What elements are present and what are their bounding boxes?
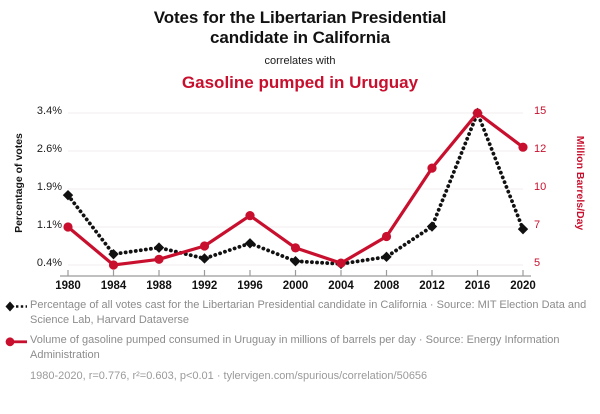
legend-label-votes: Percentage of all votes cast for the Lib… <box>28 298 600 327</box>
y-axis-left-tick: 2.6% <box>36 143 62 155</box>
legend-votes-line1: Percentage of all votes cast for the Lib… <box>30 299 378 311</box>
series-data-point <box>108 260 119 270</box>
legend-gasoline-line2: · Source: Energy Information Administrat… <box>30 334 560 361</box>
x-axis-tick-label: 2004 <box>328 280 354 292</box>
title-connector: correlates with <box>264 55 336 67</box>
page-subtitle-red: Gasoline pumped in Uruguay <box>181 73 419 92</box>
series-data-point <box>199 241 210 251</box>
series-data-point <box>63 222 73 232</box>
series-data-point <box>290 243 301 253</box>
chart-legend: Percentage of all votes cast for the Lib… <box>0 298 600 382</box>
series-data-point <box>245 211 255 221</box>
legend-item-gasoline: Volume of gasoline pumped consumed in Ur… <box>0 333 600 362</box>
x-axis-tick-label: 1980 <box>55 280 81 292</box>
title-line-1: Votes for the Libertarian Presidential <box>153 8 447 27</box>
red-circle-solid-icon <box>4 335 28 349</box>
x-axis-tick-label: 1984 <box>100 280 127 292</box>
series-data-point <box>199 253 210 264</box>
y-axis-right-tick: 5 <box>534 257 541 269</box>
y-axis-left-tick: 0.4% <box>36 257 62 269</box>
x-axis-tick-label: 2012 <box>419 280 445 292</box>
series-data-point <box>381 251 392 263</box>
series-data-point <box>153 242 165 253</box>
y-axis-right-tick: 7 <box>534 219 541 231</box>
legend-footnote-stats: 1980-2020, r=0.776, r²=0.603, p<0.01 · t… <box>30 370 428 382</box>
series-data-point <box>244 238 256 249</box>
y-axis-left-tick: 1.1% <box>36 219 62 231</box>
series-data-point <box>154 254 164 264</box>
title-line-2: candidate in California <box>209 28 390 47</box>
series-data-point <box>426 221 438 232</box>
x-axis-tick-label: 2020 <box>510 280 536 292</box>
legend-item-votes: Percentage of all votes cast for the Lib… <box>0 298 600 327</box>
y-axis-right-tick: 10 <box>534 181 547 193</box>
series-data-point <box>472 108 483 118</box>
series-data-point <box>427 163 437 173</box>
y-axis-right-tick: 12 <box>534 143 547 155</box>
x-axis-tick-label: 1996 <box>237 280 263 292</box>
legend-label-gasoline: Volume of gasoline pumped consumed in Ur… <box>28 333 600 362</box>
series-data-point <box>336 258 346 268</box>
x-axis-tick-label: 2000 <box>282 280 309 292</box>
x-axis-tick-label: 2008 <box>373 280 400 292</box>
series-data-point <box>290 256 301 267</box>
series-data-point <box>518 142 528 152</box>
series-data-point <box>108 248 119 260</box>
chart-svg <box>60 107 531 277</box>
x-axis-tick-label: 2016 <box>464 280 491 292</box>
series-data-point <box>62 189 74 201</box>
black-diamond-dotted-icon <box>4 300 28 314</box>
y-axis-right-tick: 15 <box>534 105 547 117</box>
legend-votes-line2: California · Source: MIT Election Data a… <box>30 299 587 326</box>
series-data-point <box>517 223 529 235</box>
y-axis-left-tick: 1.9% <box>36 181 62 193</box>
chart-title-block: Votes for the Libertarian Presidential c… <box>0 0 600 93</box>
series-line <box>66 111 525 266</box>
series-data-point <box>381 231 392 242</box>
x-axis-tick-label: 1992 <box>191 280 218 292</box>
chart-plot-area: Percentage of votes Million Barrels/Day … <box>0 101 600 295</box>
y-axis-left-tick: 3.4% <box>36 105 62 117</box>
x-axis-tick-label: 1988 <box>146 280 172 292</box>
page-title: Votes for the Libertarian Presidential c… <box>0 8 600 48</box>
legend-gasoline-line1: Volume of gasoline pumped consumed in Ur… <box>30 334 416 346</box>
